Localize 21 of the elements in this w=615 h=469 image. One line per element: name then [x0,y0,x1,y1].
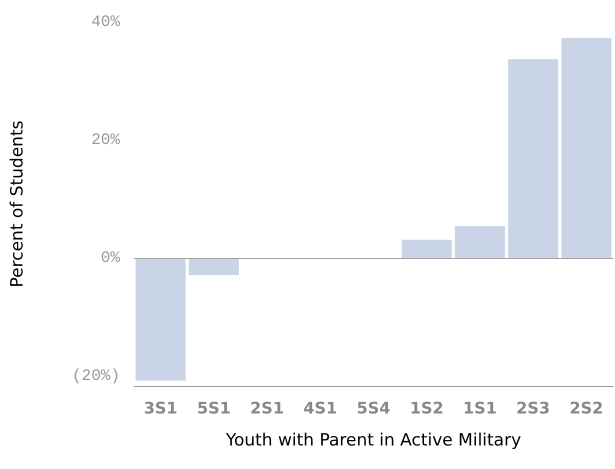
x-tick-label: 5S1 [196,398,231,418]
y-tick-label: 0% [100,248,120,267]
y-tick-label: 20% [91,130,120,149]
x-tick-label: 3S1 [144,398,178,418]
bar [508,59,558,258]
y-axis-title: Percent of Students [8,120,28,288]
bar [561,38,612,258]
x-axis-title: Youth with Parent in Active Military [224,430,522,450]
x-tick-label: 4S1 [303,398,338,418]
y-tick-label: (20%) [72,366,120,385]
x-tick-label: 1S2 [410,398,444,418]
x-tick-label: 5S4 [356,398,390,418]
bar [402,240,452,258]
bar [454,226,505,258]
x-tick-label: 2S3 [516,398,550,418]
bar [136,258,186,381]
y-tick-label: 40% [91,13,120,31]
x-tick-label: 2S1 [250,398,284,418]
x-tick-label: 1S1 [463,398,497,418]
bar [188,258,239,276]
x-tick-label: 2S2 [569,398,604,418]
